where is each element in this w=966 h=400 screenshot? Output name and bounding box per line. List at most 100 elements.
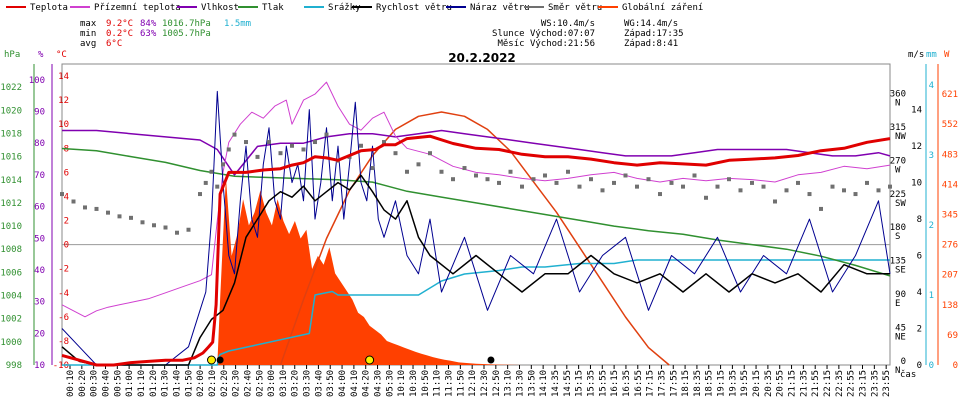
radiation-tick: 69 [947,331,958,341]
wind-dir-point [129,215,133,220]
rain-tick: 2 [929,221,934,231]
humidity-axis-tick: 10 [34,361,45,371]
wind-dir-point [244,140,248,145]
wind-dir-point [888,184,892,189]
stat-label: min [80,29,96,39]
x-tick-label: 02:20 [220,370,230,397]
x-tick-label: 04:20 [362,370,372,397]
radiation-tick: 0 [953,361,958,371]
rain-tick: 4 [929,81,934,91]
wind-dir-point [209,169,214,174]
x-tick-label: 02:30 [232,370,242,397]
wind-dir-label: N [895,98,900,108]
x-tick-label: 12:10 [468,370,478,397]
pressure-axis-tick: 1014 [0,176,22,186]
pressure-axis-tick: 1010 [0,222,22,232]
wind-dir-point [692,173,697,178]
wind-dir-point [175,230,179,235]
pressure-axis-tick: 1020 [0,106,22,116]
x-tick-label: 00:20 [78,370,88,397]
humidity-axis-tick: 50 [34,234,45,244]
humidity-axis-tick: 100 [29,76,45,86]
x-tick-label: 04:30 [374,370,384,397]
temperature-unit: °C [56,50,67,60]
wind-dir-point [566,169,570,174]
wind-dir-point [462,166,467,171]
temperature-axis-tick: -4 [58,289,69,299]
radiation-tick: 621 [942,90,958,100]
wind-dir-point [589,177,593,182]
wind-dir-point [853,192,858,197]
humidity-axis-tick: 30 [34,298,45,308]
pressure-axis-tick: 1004 [0,292,22,302]
wind-dir-point [750,180,754,185]
series-radiation-area [62,177,890,365]
wind-speed-unit: m/s [908,50,924,60]
series-rain [62,259,890,366]
wind-dir-point [474,173,478,178]
info-left: Slunce Východ:07:07 [492,29,595,39]
radiation-tick: 207 [942,271,958,281]
series-humidity [62,129,891,176]
x-tick-label: 01:50 [184,370,194,397]
wind-dir-tick: 360 [890,89,906,99]
wind-dir-label: SW [895,199,906,209]
x-tick-label: 01:20 [149,370,159,397]
wind-dir-point [623,173,628,178]
x-tick-label: 01:40 [172,370,182,397]
wind-dir-point [405,169,409,174]
temperature-axis-tick: 6 [64,168,69,178]
stat-temp: 9.2°C [106,19,133,29]
stat-pressure: 1016.7hPa [162,19,211,29]
stat-pressure: 1005.7hPa [162,29,211,39]
radiation-tick: 483 [942,150,958,160]
wind-dir-point [715,184,720,189]
x-tick-label: 00:30 [90,370,100,397]
x-tick-label: 03:10 [279,370,289,397]
legend-label: Srážky [328,3,361,13]
radiation-tick: 345 [942,211,958,221]
wind-dir-point [215,184,220,189]
x-tick-label: 15:35 [586,370,596,397]
x-tick-label: 01:30 [161,370,171,397]
wind-dir-point [382,140,386,145]
x-tick-label: 16:35 [622,370,632,397]
radiation-unit: W [944,50,950,60]
stat-humidity: 63% [140,29,157,39]
rain-unit: mm [926,50,937,60]
wind-dir-tick: 0 [901,357,906,367]
wind-dir-point [439,169,444,174]
wind-dir-point [773,199,777,204]
pressure-axis-tick: 1006 [0,268,22,278]
rain-tick: 1 [929,291,934,301]
wind-dir-point [508,169,513,174]
wind-dir-point [359,143,363,148]
wind-dir-point [83,205,87,210]
x-tick-label: 14:10 [539,370,549,397]
plot-frame [61,63,891,366]
wind-dir-point [497,180,501,185]
wind-dir-point [727,177,731,182]
wind-speed-tick: 6 [917,252,922,262]
wind-speed-tick: 2 [917,325,922,335]
x-axis-label: čas [900,369,916,380]
x-tick-label: 11:10 [433,370,443,397]
legend-label: Náraz větru [470,3,530,13]
wind-dir-point [140,220,145,225]
x-tick-label: 23:15 [859,370,869,397]
x-tick-label: 15:55 [598,370,608,397]
x-tick-label: 10:30 [409,370,419,397]
wind-dir-point [106,210,110,215]
x-tick-label: 03:00 [267,370,277,397]
wind-dir-tick: 135 [890,257,906,267]
wind-dir-label: S [895,232,900,242]
x-tick-label: 17:35 [657,370,667,397]
x-tick-label: 03:30 [303,370,313,397]
temperature-axis-tick: 10 [58,120,69,130]
temperature-axis-tick: -10 [53,361,69,371]
x-tick-label: 18:35 [693,370,703,397]
x-tick-label: 13:30 [515,370,525,397]
x-tick-label: 00:50 [113,370,123,397]
rain-tick: 3 [929,151,934,161]
